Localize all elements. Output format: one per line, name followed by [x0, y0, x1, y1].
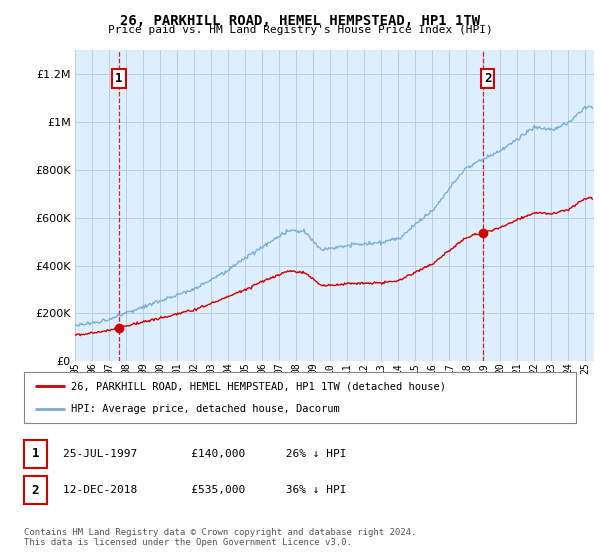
Text: Price paid vs. HM Land Registry's House Price Index (HPI): Price paid vs. HM Land Registry's House … [107, 25, 493, 35]
Text: 2: 2 [32, 483, 39, 497]
Text: 26, PARKHILL ROAD, HEMEL HEMPSTEAD, HP1 1TW: 26, PARKHILL ROAD, HEMEL HEMPSTEAD, HP1 … [120, 14, 480, 28]
Text: 2: 2 [484, 72, 491, 85]
Text: 1: 1 [32, 447, 39, 460]
Text: 26, PARKHILL ROAD, HEMEL HEMPSTEAD, HP1 1TW (detached house): 26, PARKHILL ROAD, HEMEL HEMPSTEAD, HP1 … [71, 381, 446, 391]
Text: 25-JUL-1997        £140,000      26% ↓ HPI: 25-JUL-1997 £140,000 26% ↓ HPI [63, 449, 347, 459]
Text: 1: 1 [115, 72, 123, 85]
Text: HPI: Average price, detached house, Dacorum: HPI: Average price, detached house, Daco… [71, 404, 340, 414]
Text: 12-DEC-2018        £535,000      36% ↓ HPI: 12-DEC-2018 £535,000 36% ↓ HPI [63, 485, 347, 495]
Text: Contains HM Land Registry data © Crown copyright and database right 2024.
This d: Contains HM Land Registry data © Crown c… [24, 528, 416, 547]
